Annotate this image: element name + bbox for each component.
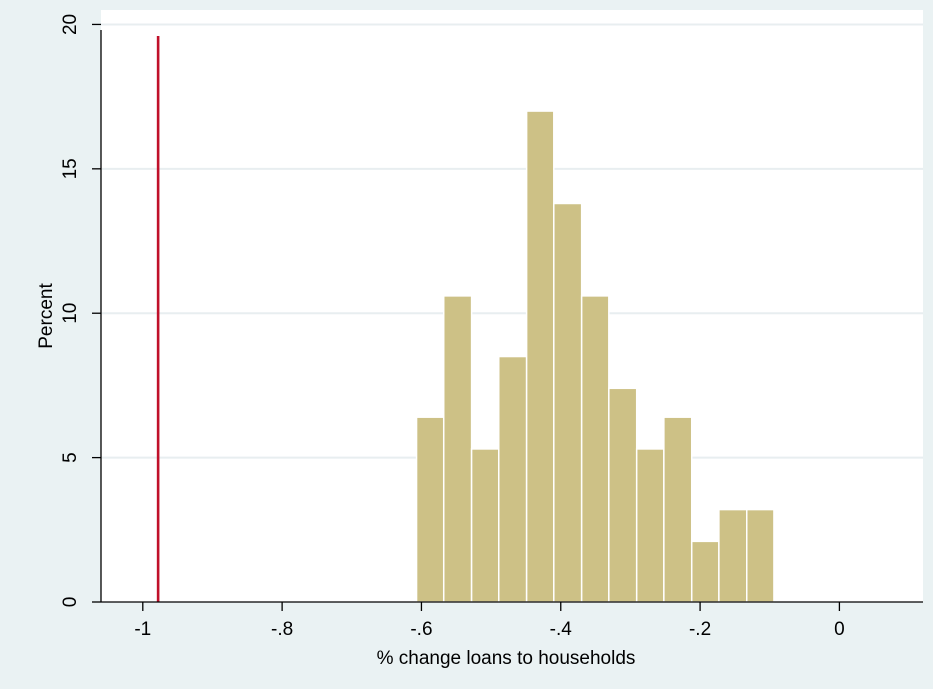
histogram-bar <box>690 540 720 603</box>
histogram-bar <box>608 387 638 603</box>
x-axis-ticks: -1 -.8 -.6 -.4 -.2 0 <box>134 602 845 640</box>
y-axis-ticks: 0 5 10 15 20 <box>60 14 101 607</box>
x-tick-label: -.8 <box>271 619 293 640</box>
x-tick-label: -.6 <box>410 619 432 640</box>
grid-lines <box>101 23 923 459</box>
y-axis-label: Percent <box>36 283 57 349</box>
x-tick-label: -.2 <box>689 619 711 640</box>
y-tick-label: 20 <box>60 14 81 35</box>
histogram-bar <box>525 110 555 603</box>
histogram-bar <box>718 508 748 603</box>
axes <box>100 30 923 603</box>
histogram-bar <box>663 416 693 603</box>
x-tick-label: -1 <box>134 619 151 640</box>
histogram-bar <box>442 295 473 603</box>
y-tick-label: 15 <box>60 158 81 179</box>
y-tick-label: 10 <box>60 303 81 324</box>
y-tick-label: 0 <box>60 597 81 608</box>
x-tick-label: 0 <box>834 619 845 640</box>
histogram-bar <box>580 295 610 603</box>
histogram-bar <box>470 448 500 603</box>
histogram-bar <box>635 448 665 603</box>
histogram-bar <box>415 416 445 603</box>
y-tick-label: 5 <box>60 452 81 463</box>
x-tick-label: -.4 <box>550 619 573 640</box>
histogram-bars <box>415 110 775 603</box>
x-axis-label: % change loans to households <box>377 648 636 669</box>
histogram-bar <box>498 355 528 603</box>
histogram-bar <box>553 202 583 603</box>
histogram-bar <box>746 508 775 603</box>
